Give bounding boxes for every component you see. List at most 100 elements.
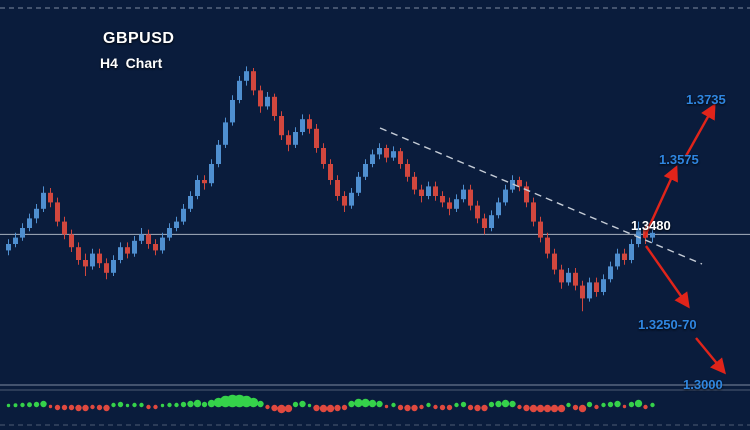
candle-body	[13, 237, 18, 244]
candle-body	[524, 186, 529, 203]
projection-arrows	[642, 103, 726, 375]
candle-body	[97, 253, 102, 264]
candle-body	[300, 119, 305, 132]
oscillator-dot	[650, 402, 655, 408]
oscillator-dot	[628, 401, 635, 408]
oscillator-dot	[13, 403, 18, 408]
oscillator-dot	[292, 401, 299, 408]
candle-body	[433, 186, 438, 196]
oscillator-dot	[643, 404, 648, 410]
candle-body	[342, 196, 347, 206]
candle-body	[83, 260, 88, 267]
projection-arrow	[642, 165, 678, 239]
oscillator-dot	[111, 402, 116, 408]
oscillator-dot	[495, 400, 502, 408]
oscillator-dot	[348, 400, 355, 408]
projection-arrow	[695, 337, 726, 375]
candle-body	[580, 285, 585, 299]
candle-body	[146, 234, 151, 244]
price-label-upside-target-1: 1.3575	[659, 152, 699, 167]
oscillator-dot	[153, 404, 158, 410]
candle-body	[167, 228, 172, 238]
oscillator-dot	[20, 402, 25, 408]
oscillator-dot	[167, 402, 172, 408]
candle-body	[454, 199, 459, 209]
candle-body	[370, 154, 375, 164]
oscillator-dot	[529, 404, 538, 413]
oscillator-dot	[40, 400, 47, 408]
oscillator-dot	[96, 404, 103, 411]
price-label-downside-target-1: 1.3250-70	[638, 317, 697, 332]
candle-body	[405, 164, 410, 177]
oscillator-dot	[550, 404, 559, 413]
oscillator-dot	[146, 404, 151, 410]
candle-body	[489, 215, 494, 228]
oscillator-dot	[248, 397, 259, 408]
oscillator-dot	[594, 404, 599, 410]
candle-body	[629, 244, 634, 260]
candle-body	[321, 148, 326, 164]
oscillator-dot	[384, 404, 389, 409]
oscillator-dot	[334, 404, 341, 412]
oscillator-dot	[354, 398, 363, 408]
candle-body	[615, 253, 620, 267]
candle-body	[377, 148, 382, 155]
candle-body	[125, 247, 130, 254]
oscillator-dot	[174, 402, 179, 408]
candle-body	[132, 240, 137, 254]
oscillator-dot	[586, 401, 593, 408]
candle-body	[573, 272, 578, 286]
oscillator-dot	[578, 404, 587, 413]
candle-body	[622, 253, 627, 260]
oscillator-dot	[607, 401, 614, 408]
oscillator-dot	[139, 402, 144, 408]
oscillator-dot	[307, 403, 312, 408]
candle-body	[307, 119, 312, 129]
candle-body	[237, 80, 242, 100]
candle-body	[139, 234, 144, 241]
candle-body	[195, 180, 200, 196]
oscillator-dot	[474, 404, 481, 412]
oscillator-dot	[501, 399, 510, 408]
candle-body	[62, 221, 67, 235]
candle-body	[349, 192, 354, 206]
candle-body	[475, 205, 480, 219]
oscillator-dot	[426, 402, 431, 408]
candle-body	[118, 247, 123, 260]
candle-body	[41, 192, 46, 209]
oscillator-dot	[68, 404, 75, 411]
price-label-downside-target-2: 1.3000	[683, 377, 723, 392]
candle-body	[426, 186, 431, 196]
oscillator-dot	[488, 401, 495, 408]
oscillator-dots	[6, 394, 655, 414]
oscillator-dot	[446, 404, 453, 411]
candle-body	[335, 180, 340, 196]
oscillator-dot	[376, 400, 383, 408]
oscillator-dot	[201, 401, 208, 408]
candle-body	[356, 176, 361, 193]
oscillator-dot	[319, 404, 328, 413]
oscillator-dot	[27, 402, 32, 408]
candle-body	[510, 180, 515, 190]
candle-body	[587, 282, 592, 299]
oscillator-dot	[207, 399, 216, 408]
oscillator-dot	[517, 404, 522, 410]
oscillator-dot	[467, 404, 474, 411]
candle-body	[111, 260, 116, 273]
oscillator-dot	[481, 404, 488, 412]
candle-body	[503, 189, 508, 203]
candle-body	[244, 71, 249, 81]
candle-body	[363, 164, 368, 177]
oscillator-dot	[509, 400, 516, 408]
candle-body	[258, 90, 263, 107]
candle-body	[265, 96, 270, 107]
candle-body	[209, 164, 214, 184]
oscillator-dot	[271, 404, 278, 412]
candle-body	[160, 237, 165, 251]
oscillator-dot	[125, 403, 130, 408]
candle-body	[34, 208, 39, 219]
candle-body	[545, 237, 550, 254]
candle-body	[6, 244, 11, 251]
candle-body	[594, 282, 599, 292]
